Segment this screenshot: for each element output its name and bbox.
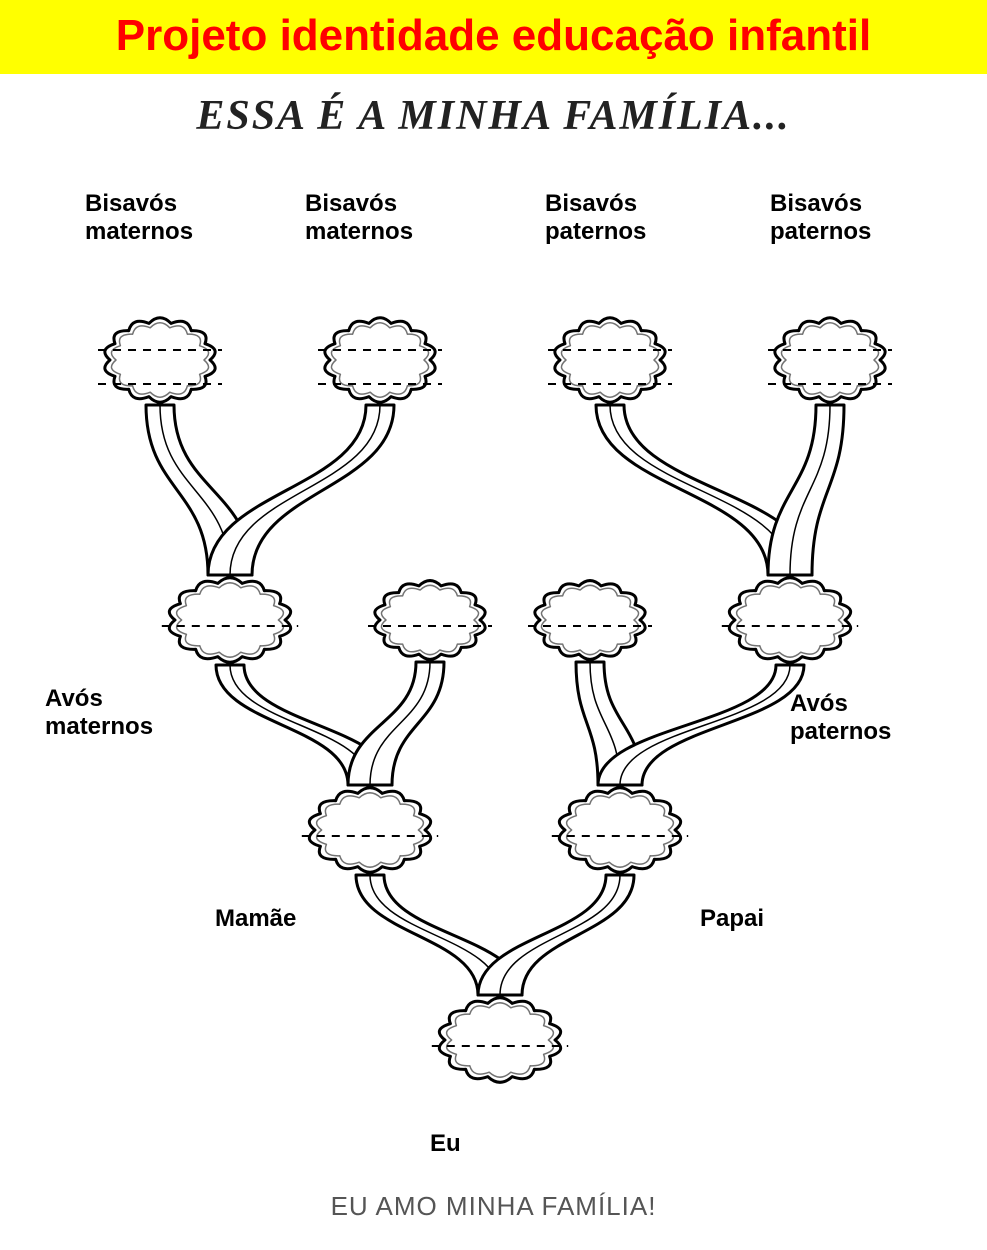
node-label-avo_m: Avós maternos <box>45 685 153 740</box>
node-label-bis_m2: Bisavós maternos <box>305 190 413 245</box>
node-label-bis_p2: Bisavós paternos <box>770 190 871 245</box>
node-label-bis_m1: Bisavós maternos <box>85 190 193 245</box>
footer-caption: EU AMO MINHA FAMÍLIA! <box>0 1191 987 1222</box>
node-label-avo_p: Avós paternos <box>790 690 891 745</box>
node-label-mamae: Mamãe <box>215 905 296 933</box>
tree-node-bis_m1 <box>98 318 222 403</box>
branch <box>478 875 634 995</box>
page-title: ESSA É A MINHA FAMÍLIA... <box>0 92 987 140</box>
family-tree-diagram: Bisavós maternos Bisavós maternos Bisavós … <box>0 190 987 1190</box>
tree-node-bis_p1 <box>548 318 672 403</box>
tree-node-avo_p <box>722 578 858 663</box>
branch <box>598 665 804 785</box>
branch <box>348 662 444 785</box>
node-label-eu: Eu <box>430 1130 461 1158</box>
tree-node-mamae <box>302 788 438 873</box>
tree-node-eu <box>432 998 568 1083</box>
tree-node-papai <box>552 788 688 873</box>
node-label-papai: Papai <box>700 905 764 933</box>
tree-node-avo_pb <box>528 581 652 660</box>
branch <box>768 405 844 575</box>
tree-node-avo_mb <box>368 581 492 660</box>
tree-node-avo_m <box>162 578 298 663</box>
tree-node-bis_p2 <box>768 318 892 403</box>
header-banner: Projeto identidade educação infantil <box>0 0 987 74</box>
tree-node-bis_m2 <box>318 318 442 403</box>
node-label-bis_p1: Bisavós paternos <box>545 190 646 245</box>
